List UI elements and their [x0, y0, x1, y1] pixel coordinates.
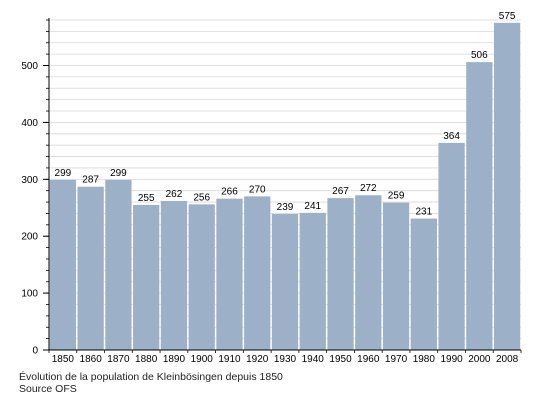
y-tick-label-500: 500	[21, 61, 38, 72]
bar-1880	[133, 204, 160, 350]
bar-2008	[493, 22, 521, 351]
value-label-1980: 231	[415, 207, 432, 218]
x-tick-label-1980: 1980	[413, 354, 436, 365]
x-tick-label-1850: 1850	[52, 354, 75, 365]
bar-2000	[466, 62, 493, 350]
bar-1860	[77, 186, 104, 350]
x-tick-label-1920: 1920	[246, 354, 269, 365]
bar-1930	[271, 214, 299, 350]
value-label-1940: 241	[304, 201, 321, 212]
bar-1910	[216, 198, 243, 350]
value-label-1950: 267	[332, 186, 349, 197]
chart-source: Source OFS	[19, 383, 77, 395]
value-label-1880: 255	[138, 193, 155, 204]
value-label-1920: 270	[249, 184, 266, 195]
bar-1980	[410, 218, 437, 350]
bar-1920	[244, 196, 271, 350]
x-tick-label-2008: 2008	[496, 354, 519, 365]
x-tick-label-1960: 1960	[357, 354, 380, 365]
value-label-1970: 259	[388, 191, 405, 202]
value-label-1990: 364	[443, 131, 460, 142]
x-tick-label-1890: 1890	[163, 354, 186, 365]
chart-caption: Évolution de la population de Kleinbösin…	[19, 371, 283, 383]
y-tick-label-100: 100	[21, 289, 38, 300]
bar-1960	[355, 195, 382, 350]
x-tick-label-1990: 1990	[440, 354, 463, 365]
labels: 299 1850 287 1860 299 1870 255 1880 262 1890 256 19…	[21, 11, 518, 365]
bars	[49, 22, 521, 351]
x-tick-label-1970: 1970	[385, 354, 408, 365]
x-tick-label-1940: 1940	[302, 354, 325, 365]
bar-1890	[160, 200, 188, 350]
bar-1940	[299, 212, 326, 350]
value-label-2000: 506	[471, 50, 488, 61]
x-tick-label-1910: 1910	[218, 354, 241, 365]
y-tick-label-400: 400	[21, 118, 38, 129]
x-tick-label-1950: 1950	[329, 354, 352, 365]
bar-1850	[49, 179, 77, 350]
x-tick-label-2000: 2000	[468, 354, 491, 365]
y-tick-label-0: 0	[32, 346, 38, 357]
x-tick-label-1860: 1860	[80, 354, 103, 365]
value-label-1870: 299	[110, 168, 127, 179]
value-label-1910: 266	[221, 187, 238, 198]
y-tick-label-200: 200	[21, 232, 38, 243]
bar-1870	[105, 179, 132, 350]
value-label-1960: 272	[360, 183, 377, 194]
value-label-1850: 299	[55, 168, 72, 179]
value-label-1890: 262	[166, 189, 183, 200]
value-label-1930: 239	[277, 202, 294, 213]
x-tick-label-1880: 1880	[135, 354, 158, 365]
value-label-2008: 575	[499, 11, 516, 22]
x-tick-label-1930: 1930	[274, 354, 297, 365]
bar-1970	[382, 202, 410, 350]
value-label-1860: 287	[82, 175, 99, 186]
bar-1900	[188, 204, 215, 350]
x-tick-label-1870: 1870	[107, 354, 130, 365]
axes	[43, 18, 522, 353]
bar-1950	[327, 198, 354, 350]
y-tick-label-300: 300	[21, 175, 38, 186]
x-tick-label-1900: 1900	[191, 354, 214, 365]
value-label-1900: 256	[193, 192, 210, 203]
bar-1990	[438, 142, 465, 350]
